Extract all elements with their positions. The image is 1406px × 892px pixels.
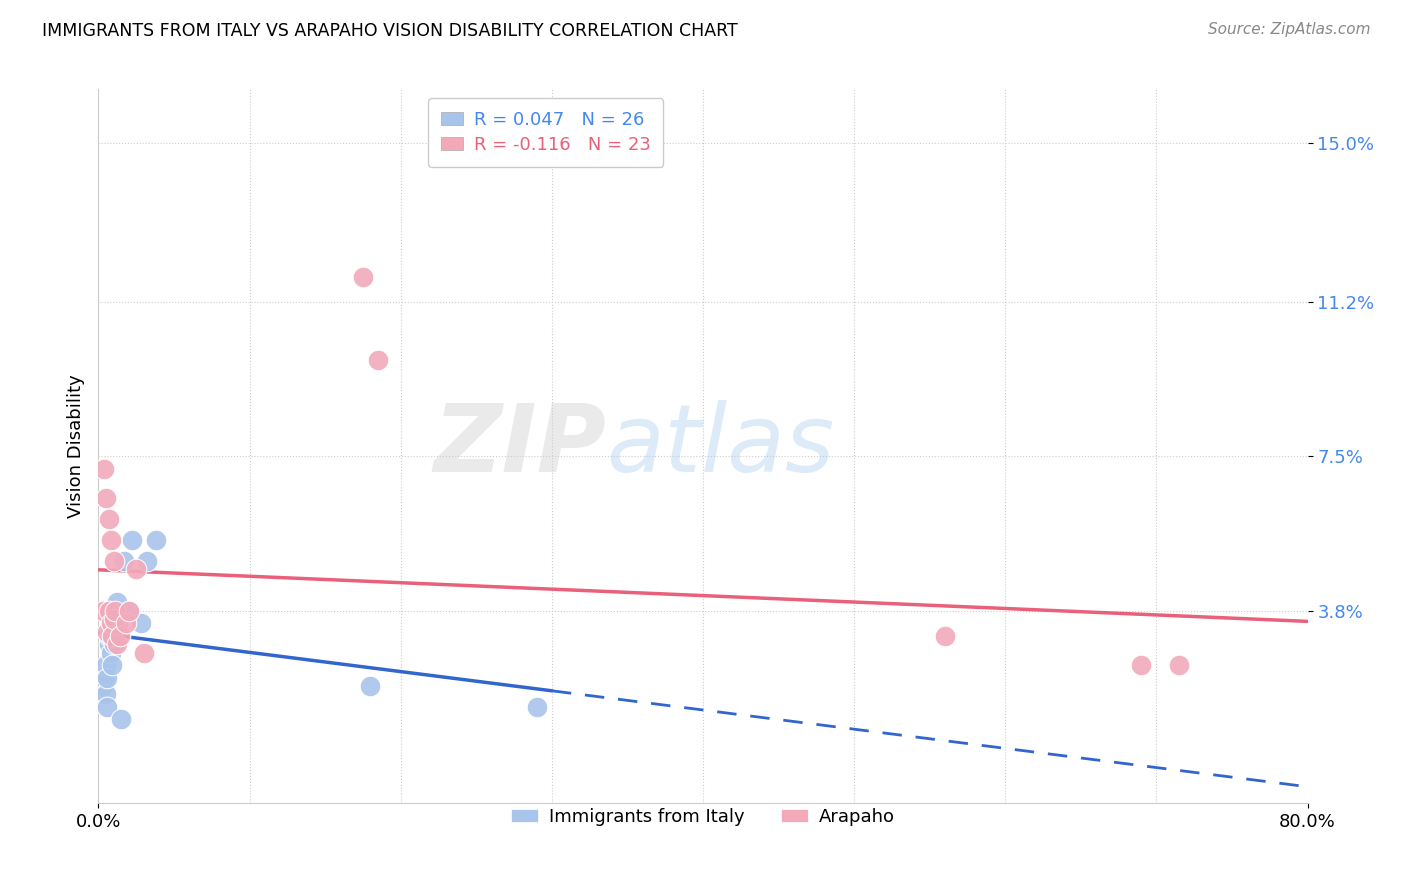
Point — [100, 646, 122, 660]
Y-axis label: Vision Disability: Vision Disability — [66, 374, 84, 518]
Point — [110, 712, 132, 726]
Point — [93, 671, 115, 685]
Point — [103, 554, 125, 568]
Point — [98, 512, 121, 526]
Point — [135, 554, 157, 568]
Point — [96, 671, 118, 685]
Point — [96, 624, 118, 639]
Point — [107, 616, 129, 631]
Point — [103, 604, 125, 618]
Point — [96, 699, 118, 714]
Point — [94, 658, 117, 673]
Point — [118, 604, 141, 618]
Point — [101, 629, 124, 643]
Point — [100, 533, 122, 547]
Point — [104, 612, 127, 626]
Point — [145, 533, 167, 547]
Point — [132, 646, 155, 660]
Point — [100, 629, 122, 643]
Point — [104, 604, 127, 618]
Point — [100, 616, 122, 631]
Point — [103, 637, 125, 651]
Point — [93, 462, 115, 476]
Point — [367, 353, 389, 368]
Text: IMMIGRANTS FROM ITALY VS ARAPAHO VISION DISABILITY CORRELATION CHART: IMMIGRANTS FROM ITALY VS ARAPAHO VISION … — [42, 22, 738, 40]
Point — [360, 679, 382, 693]
Point — [98, 637, 121, 651]
Point — [101, 658, 124, 673]
Point — [94, 491, 117, 505]
Text: Source: ZipAtlas.com: Source: ZipAtlas.com — [1208, 22, 1371, 37]
Point — [101, 616, 124, 631]
Point — [108, 629, 131, 643]
Point — [94, 687, 117, 701]
Point — [118, 604, 141, 618]
Point — [526, 699, 548, 714]
Point — [103, 612, 125, 626]
Point — [352, 270, 374, 285]
Point — [98, 629, 121, 643]
Point — [91, 679, 114, 693]
Point — [91, 604, 114, 618]
Text: atlas: atlas — [606, 401, 835, 491]
Point — [1130, 658, 1153, 673]
Point — [1168, 658, 1191, 673]
Point — [98, 604, 121, 618]
Point — [105, 637, 128, 651]
Point — [121, 533, 143, 547]
Legend: Immigrants from Italy, Arapaho: Immigrants from Italy, Arapaho — [503, 801, 903, 833]
Point — [125, 562, 148, 576]
Point — [129, 616, 152, 631]
Point — [934, 629, 956, 643]
Point — [112, 554, 135, 568]
Point — [114, 616, 136, 631]
Point — [105, 595, 128, 609]
Text: ZIP: ZIP — [433, 400, 606, 492]
